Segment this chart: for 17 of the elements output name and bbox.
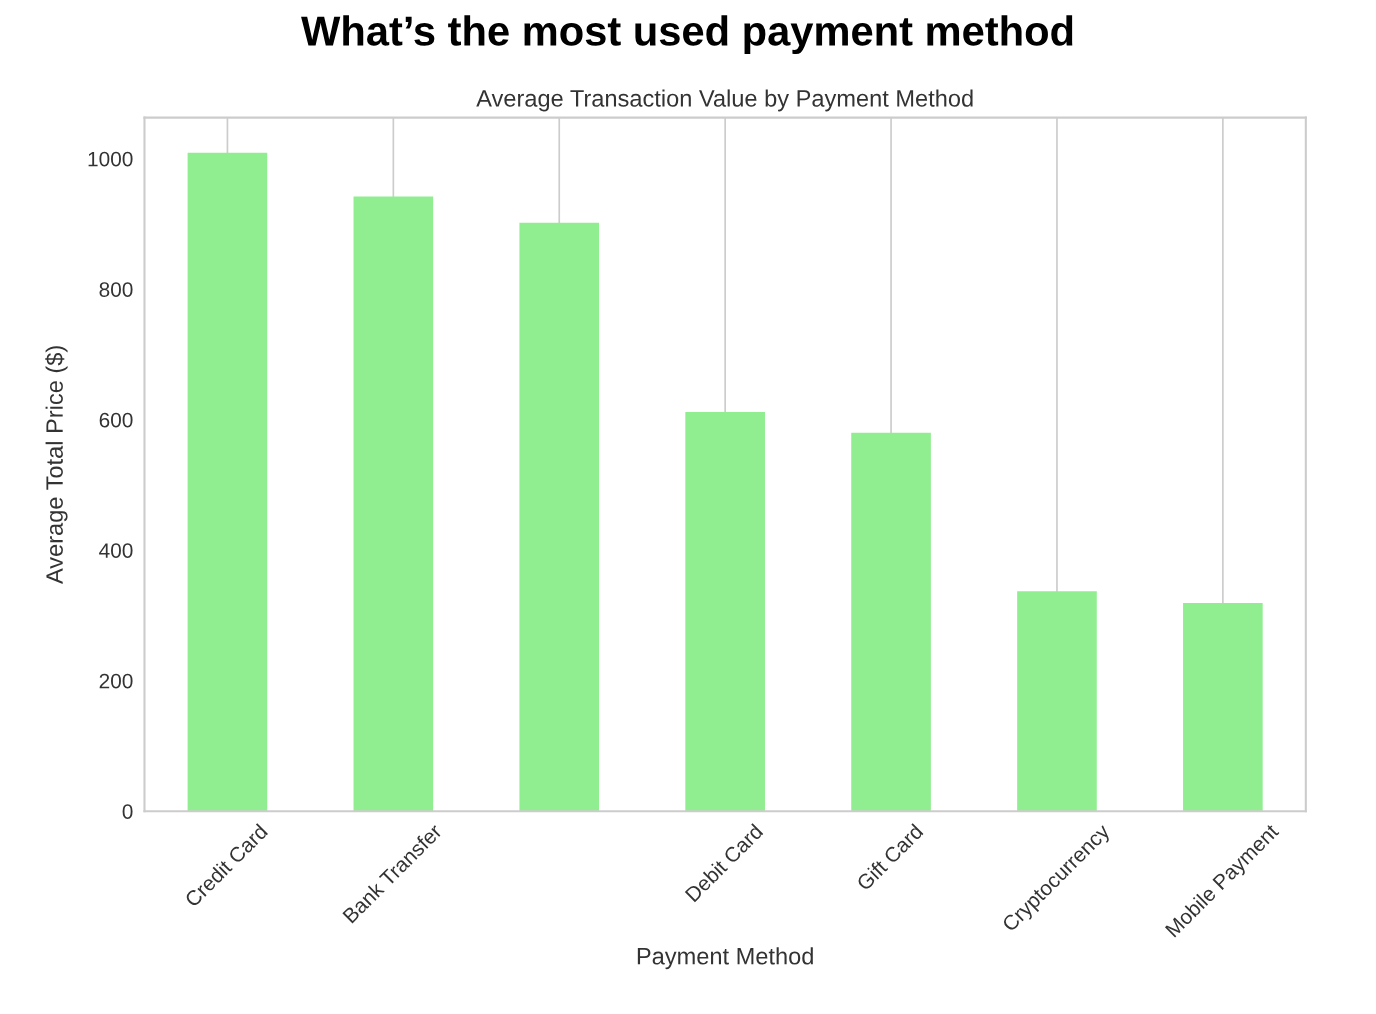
bar xyxy=(353,196,434,812)
bar xyxy=(187,152,268,812)
y-tick-label: 200 xyxy=(99,673,133,689)
y-axis-title: Average Total Price ($) xyxy=(45,346,68,585)
x-axis-title: Payment Method xyxy=(637,947,813,970)
y-tick-label: 400 xyxy=(99,543,133,558)
bar xyxy=(851,432,931,812)
y-tick-label: 0 xyxy=(122,804,133,819)
y-tick-label: 800 xyxy=(99,282,133,297)
bar xyxy=(1017,591,1097,812)
bar xyxy=(1183,603,1263,812)
y-tick-label: 1000 xyxy=(88,151,133,167)
bar xyxy=(519,222,600,812)
y-tick-label: 600 xyxy=(99,412,133,428)
bar xyxy=(685,411,765,812)
chart-title: What’s the most used payment method xyxy=(301,15,1073,55)
chart-subtitle: Average Transaction Value by Payment Method xyxy=(476,89,973,112)
